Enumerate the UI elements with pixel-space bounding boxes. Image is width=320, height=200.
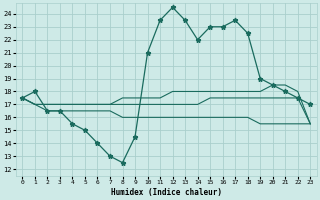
X-axis label: Humidex (Indice chaleur): Humidex (Indice chaleur) (111, 188, 222, 197)
